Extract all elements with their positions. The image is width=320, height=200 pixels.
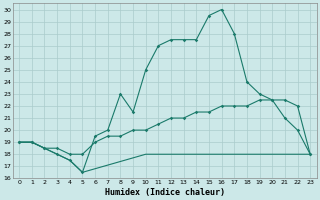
X-axis label: Humidex (Indice chaleur): Humidex (Indice chaleur): [105, 188, 225, 197]
